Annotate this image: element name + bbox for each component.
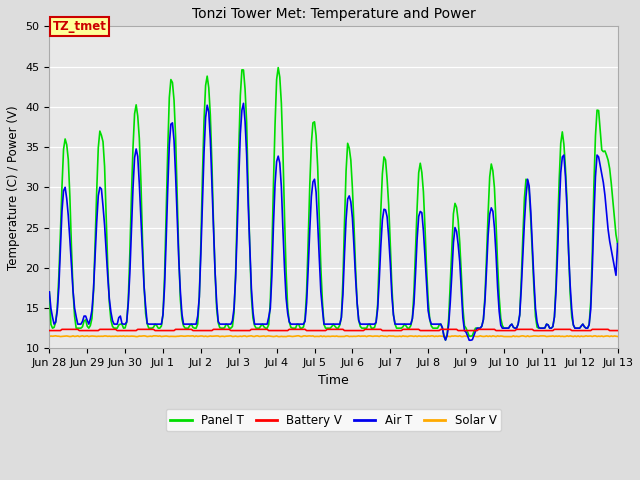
Panel T xyxy=(614,241,621,247)
Air T xyxy=(402,321,410,327)
Battery V xyxy=(63,326,70,332)
Solar V xyxy=(390,333,397,339)
Battery V xyxy=(371,326,378,332)
Panel T xyxy=(151,321,159,327)
Air T xyxy=(547,325,555,331)
Panel T xyxy=(45,289,53,295)
Air T xyxy=(371,321,378,327)
Panel T xyxy=(275,65,282,71)
Text: TZ_tmet: TZ_tmet xyxy=(52,20,106,33)
Legend: Panel T, Battery V, Air T, Solar V: Panel T, Battery V, Air T, Solar V xyxy=(166,409,501,432)
Battery V xyxy=(614,328,621,334)
Panel T xyxy=(390,312,397,317)
Panel T xyxy=(442,337,449,343)
Panel T xyxy=(371,324,378,330)
Air T xyxy=(614,241,621,247)
Solar V xyxy=(153,333,161,339)
Air T xyxy=(151,321,159,327)
Panel T xyxy=(547,325,555,331)
Air T xyxy=(239,100,247,106)
Battery V xyxy=(153,328,161,334)
Air T xyxy=(61,184,69,190)
Line: Air T: Air T xyxy=(49,103,618,340)
Battery V xyxy=(58,326,66,332)
Solar V xyxy=(45,334,53,339)
Solar V xyxy=(524,333,531,339)
Solar V xyxy=(402,334,410,339)
Battery V xyxy=(390,328,397,334)
Battery V xyxy=(546,328,554,334)
Solar V xyxy=(547,333,555,339)
Air T xyxy=(467,337,475,343)
Line: Battery V: Battery V xyxy=(49,329,618,331)
Air T xyxy=(45,289,53,295)
Line: Panel T: Panel T xyxy=(49,68,618,340)
Solar V xyxy=(614,334,621,339)
Panel T xyxy=(61,136,69,142)
Air T xyxy=(390,312,397,318)
Battery V xyxy=(45,328,53,334)
Title: Tonzi Tower Met: Temperature and Power: Tonzi Tower Met: Temperature and Power xyxy=(191,7,476,21)
Panel T xyxy=(402,323,410,329)
X-axis label: Time: Time xyxy=(318,373,349,386)
Battery V xyxy=(402,326,410,332)
Solar V xyxy=(371,333,378,339)
Y-axis label: Temperature (C) / Power (V): Temperature (C) / Power (V) xyxy=(7,105,20,270)
Solar V xyxy=(132,334,140,339)
Solar V xyxy=(61,333,69,339)
